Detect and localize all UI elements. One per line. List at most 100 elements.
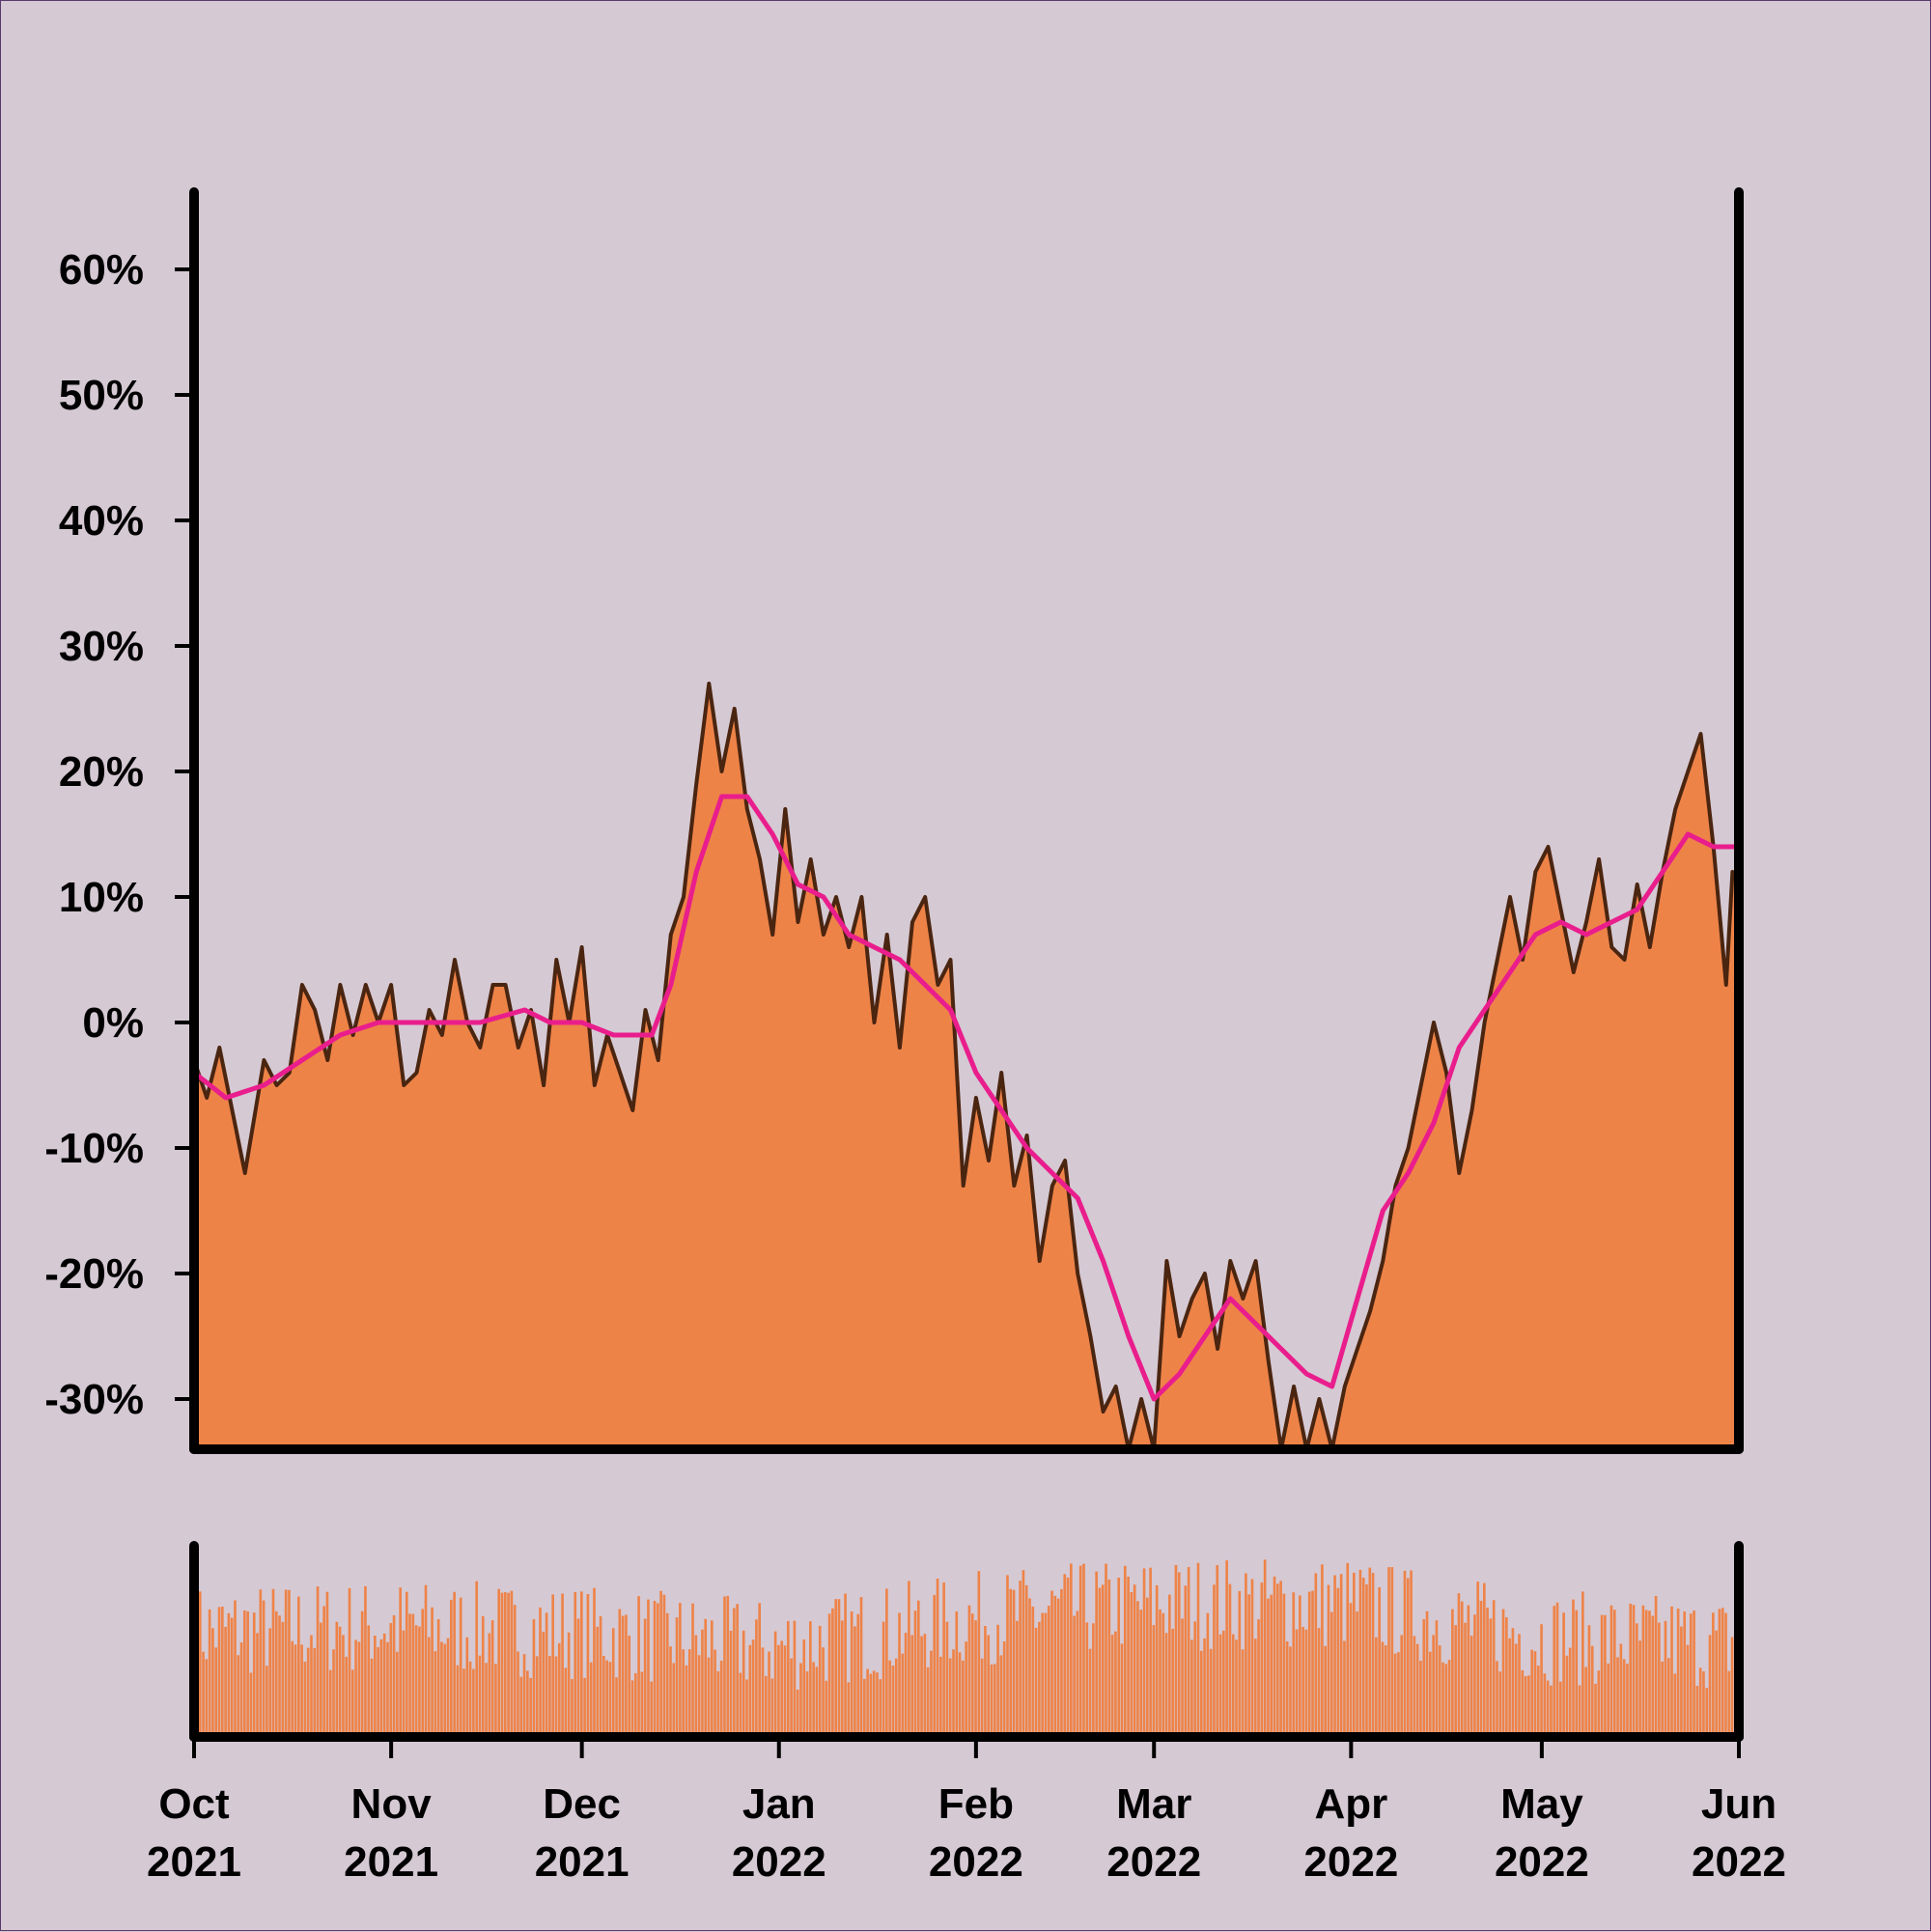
volume-bar — [1070, 1563, 1073, 1737]
volume-bar — [1460, 1601, 1464, 1737]
volume-bar — [1031, 1607, 1035, 1737]
volume-bar — [1085, 1622, 1089, 1737]
volume-bar — [271, 1588, 275, 1737]
volume-bar — [980, 1658, 984, 1737]
volume-bar — [628, 1636, 631, 1737]
volume-bar — [1683, 1611, 1687, 1737]
volume-bar — [916, 1600, 920, 1737]
volume-bar — [1235, 1639, 1238, 1737]
volume-bar — [1019, 1581, 1021, 1737]
volume-bar — [1174, 1564, 1178, 1737]
volume-bar — [1381, 1641, 1385, 1737]
volume-bar — [465, 1637, 469, 1737]
volume-bar — [1107, 1579, 1111, 1737]
x-tick-month: Jan — [742, 1780, 816, 1828]
volume-bar — [427, 1637, 431, 1737]
volume-bar — [357, 1641, 361, 1737]
volume-bar — [526, 1670, 529, 1737]
volume-bar — [300, 1644, 303, 1737]
volume-bar — [1730, 1637, 1734, 1737]
volume-bar — [863, 1678, 866, 1737]
volume-bar — [729, 1631, 733, 1737]
volume-bar — [802, 1639, 806, 1737]
volume-bar — [872, 1670, 876, 1737]
x-tick-year: 2021 — [535, 1838, 630, 1886]
x-tick-year: 2021 — [147, 1838, 241, 1886]
volume-bar — [1476, 1582, 1480, 1737]
volume-bar — [910, 1635, 914, 1737]
volume-bar — [227, 1612, 231, 1737]
volume-bar — [246, 1610, 249, 1737]
volume-bar — [1371, 1573, 1375, 1737]
volume-bar — [999, 1655, 1003, 1737]
volume-bar — [198, 1591, 202, 1737]
volume-bar — [1289, 1646, 1292, 1737]
volume-bar — [751, 1639, 755, 1737]
volume-bar — [920, 1636, 923, 1737]
volume-bar — [786, 1621, 790, 1737]
x-tick-month: Feb — [938, 1780, 1014, 1828]
volume-bar — [691, 1603, 694, 1737]
volume-bar — [1349, 1603, 1353, 1737]
volume-bar — [1314, 1573, 1318, 1737]
volume-bar — [1521, 1669, 1525, 1737]
volume-bar — [723, 1596, 726, 1737]
volume-bar — [1082, 1563, 1085, 1737]
volume-bar — [1253, 1638, 1257, 1737]
y-tick-label: 60% — [59, 246, 144, 294]
volume-bar — [665, 1612, 669, 1737]
volume-bar — [1292, 1592, 1296, 1737]
volume-bar — [1670, 1606, 1673, 1737]
volume-bar — [1002, 1641, 1006, 1737]
volume-bar — [1203, 1638, 1206, 1737]
volume-bar — [1644, 1610, 1648, 1737]
volume-bar — [1486, 1608, 1489, 1737]
volume-bar — [742, 1630, 745, 1737]
x-tick-year: 2022 — [1495, 1838, 1589, 1886]
volume-bar — [1127, 1576, 1130, 1737]
volume-bar — [764, 1675, 768, 1737]
volume-bar — [844, 1593, 847, 1737]
volume-bar — [1712, 1612, 1715, 1737]
volume-bar — [310, 1635, 313, 1737]
volume-bar — [805, 1671, 809, 1737]
volume-bar — [1546, 1680, 1550, 1737]
volume-bar — [1324, 1645, 1327, 1737]
volume-bar — [1016, 1620, 1019, 1737]
volume-bar — [325, 1591, 329, 1737]
volume-bar — [1241, 1649, 1245, 1737]
volume-bar — [1469, 1636, 1473, 1737]
volume-bar — [1378, 1587, 1381, 1737]
volume-bar — [548, 1656, 551, 1737]
volume-bar — [239, 1642, 243, 1737]
volume-bar — [1225, 1560, 1228, 1737]
volume-bar — [640, 1671, 644, 1737]
volume-bar — [748, 1644, 752, 1737]
volume-bar — [1358, 1569, 1362, 1737]
volume-bar — [494, 1664, 497, 1737]
y-tick-label: 10% — [59, 874, 144, 921]
volume-bar — [1454, 1625, 1457, 1737]
volume-bar — [411, 1613, 415, 1737]
volume-bar — [822, 1647, 825, 1737]
volume-bar — [1648, 1610, 1651, 1737]
volume-bar — [1718, 1609, 1721, 1737]
volume-bar — [1501, 1609, 1505, 1737]
volume-bar — [793, 1620, 797, 1737]
volume-bar — [657, 1603, 659, 1737]
volume-bar — [1250, 1579, 1254, 1737]
volume-bar — [456, 1665, 460, 1737]
volume-bar — [237, 1655, 240, 1737]
volume-bar — [859, 1597, 863, 1737]
volume-bar — [714, 1649, 716, 1737]
volume-bar — [306, 1647, 310, 1737]
volume-bar — [818, 1625, 822, 1737]
moving-average-line — [194, 794, 1739, 1402]
volume-bar — [1686, 1644, 1690, 1737]
volume-bar — [1724, 1612, 1727, 1737]
volume-bar — [1155, 1584, 1159, 1737]
volume-bar — [1263, 1559, 1267, 1737]
volume-bar — [1078, 1565, 1082, 1737]
volume-bar — [1708, 1635, 1712, 1737]
